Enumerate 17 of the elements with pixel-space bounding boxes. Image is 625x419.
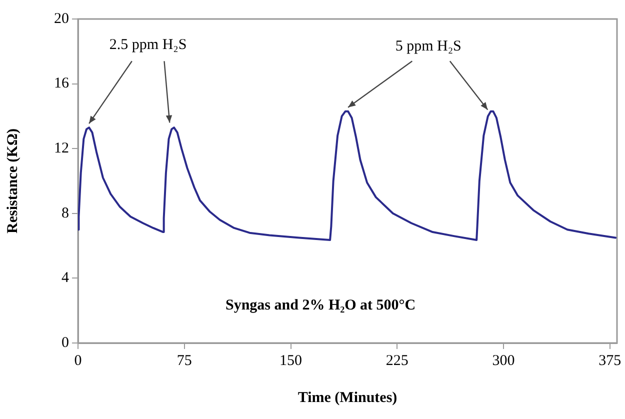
- y-axis-title: Resistance (KΩ): [4, 128, 21, 234]
- annotation: 2.5 ppm H₂S: [109, 36, 187, 53]
- y-tick-label: 0: [62, 334, 69, 351]
- annotation: 5 ppm H₂S: [395, 38, 462, 54]
- y-tick-label: 8: [62, 205, 69, 222]
- y-tick-label: 4: [62, 270, 70, 286]
- y-tick-label: 20: [54, 10, 69, 27]
- x-tick-label: 0: [74, 352, 82, 369]
- x-tick-label: 75: [176, 352, 192, 369]
- y-tick-label: 12: [54, 140, 69, 157]
- x-tick-label: 375: [598, 352, 622, 369]
- x-axis-title: Time (Minutes): [298, 390, 398, 406]
- annotation: Syngas and 2% H₂O at 500°C: [225, 298, 416, 314]
- y-tick-label: 16: [54, 76, 70, 92]
- x-tick-label: 225: [386, 352, 408, 369]
- x-tick-label: 300: [492, 352, 515, 369]
- x-tick-label: 150: [280, 352, 302, 369]
